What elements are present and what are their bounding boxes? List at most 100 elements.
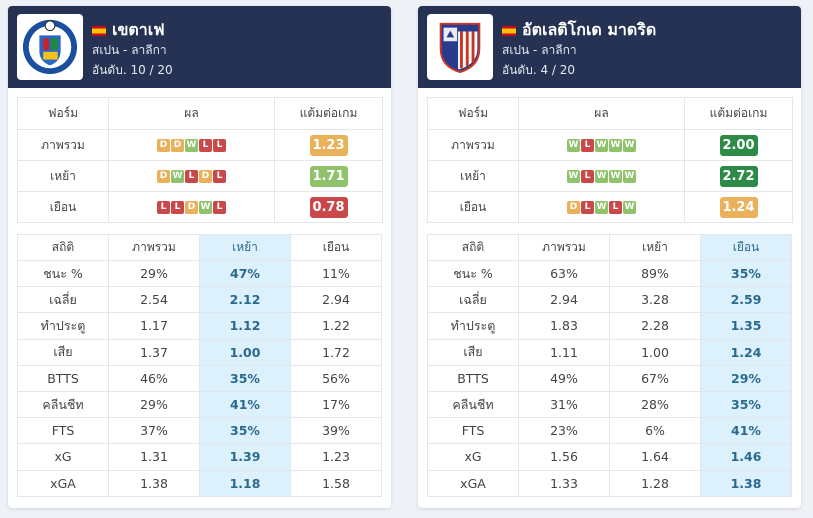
result-badge[interactable]: L	[199, 139, 212, 152]
result-header: ผล	[108, 97, 275, 130]
ppg-badge: 2.00	[719, 134, 758, 156]
result-badge[interactable]: L	[581, 139, 594, 152]
result-badge[interactable]: W	[567, 139, 580, 152]
stats-header: เยือน	[700, 234, 792, 261]
result-badge[interactable]: W	[595, 201, 608, 214]
stats-value: 2.59	[700, 286, 792, 314]
country-league[interactable]: สเปน - ลาลีกา	[92, 43, 167, 57]
stats-row: เสีย 1.11 1.00 1.24	[427, 338, 792, 366]
form-row: เหย้า D W L D L 1.71	[17, 160, 383, 192]
result-badge[interactable]: W	[185, 139, 198, 152]
stats-label: คลีนชีท	[17, 390, 109, 419]
stats-value: 1.31	[108, 443, 200, 471]
stats-label: xG	[17, 443, 109, 471]
stats-value: 1.17	[108, 312, 200, 340]
result-badge[interactable]: L	[185, 170, 198, 183]
stats-value: 2.94	[290, 286, 382, 314]
stats-label: เสีย	[17, 338, 109, 366]
stats-label: เฉลี่ย	[427, 286, 519, 314]
stats-label: เสีย	[427, 338, 519, 366]
result-badge[interactable]: W	[623, 170, 636, 183]
result-badge[interactable]: L	[609, 201, 622, 214]
stats-value: 1.64	[609, 443, 701, 471]
stats-value: 29%	[108, 259, 200, 288]
team-rank: อันดับ. 4 / 20	[502, 63, 576, 77]
form-header: ฟอร์ม	[427, 97, 519, 130]
result-badge[interactable]: W	[609, 139, 622, 152]
stats-value: 31%	[518, 390, 610, 419]
form-row: เหย้า W L W W W 2.72	[427, 160, 793, 192]
stats-value: 1.37	[108, 338, 200, 366]
result-badge[interactable]: W	[623, 201, 636, 214]
result-badge[interactable]: W	[567, 170, 580, 183]
stats-value: 1.11	[518, 338, 610, 366]
team-card-atletico: อัตเลติโกเด มาดริด สเปน - ลาลีกา อันดับ.…	[418, 6, 801, 508]
result-badge[interactable]: D	[199, 170, 212, 183]
ppg-cell: 2.00	[684, 129, 793, 161]
form-row-label: ภาพรวม	[427, 129, 519, 161]
team-name-text: เขตาเฟ	[112, 20, 165, 39]
result-badge[interactable]: W	[199, 201, 212, 214]
form-row-label: เยือน	[17, 191, 109, 223]
result-badge[interactable]: L	[581, 201, 594, 214]
team-card-getafe: เขตาเฟ สเปน - ลาลีกา อันดับ. 10 / 20 ฟอร…	[8, 6, 391, 508]
stats-value: 1.18	[199, 469, 291, 497]
stats-value: 2.94	[518, 286, 610, 314]
result-badge[interactable]: L	[581, 170, 594, 183]
stats-value: 35%	[199, 417, 291, 445]
atletico-crest-icon[interactable]	[427, 14, 493, 80]
stats-label: FTS	[17, 417, 109, 445]
result-badge[interactable]: L	[213, 170, 226, 183]
stats-row: เฉลี่ย 2.94 3.28 2.59	[427, 286, 792, 314]
result-badge[interactable]: W	[595, 139, 608, 152]
ppg-cell: 0.78	[274, 191, 383, 223]
stats-value: 2.12	[199, 286, 291, 314]
result-badge[interactable]: W	[609, 170, 622, 183]
stats-value: 67%	[609, 364, 701, 392]
stats-value: 1.12	[199, 312, 291, 340]
stats-value: 1.56	[518, 443, 610, 471]
stats-label: xGA	[427, 469, 519, 497]
stats-value: 37%	[108, 417, 200, 445]
result-badge[interactable]: D	[171, 139, 184, 152]
result-badge[interactable]: L	[213, 139, 226, 152]
stats-row: ทำประตู 1.17 1.12 1.22	[17, 312, 382, 340]
form-row-label: เหย้า	[427, 160, 519, 192]
stats-row: ทำประตู 1.83 2.28 1.35	[427, 312, 792, 340]
stats-header: เหย้า	[609, 234, 701, 261]
team-name[interactable]: เขตาเฟ	[92, 18, 165, 43]
stats-value: 46%	[108, 364, 200, 392]
result-badge[interactable]: D	[185, 201, 198, 214]
form-row: ภาพรวม D D W L L 1.23	[17, 129, 383, 161]
ppg-header: แต้มต่อเกม	[684, 97, 793, 130]
country-league[interactable]: สเปน - ลาลีกา	[502, 43, 577, 57]
stats-label: ชนะ %	[427, 259, 519, 288]
stats-row: xGA 1.33 1.28 1.38	[427, 469, 792, 497]
stats-label: FTS	[427, 417, 519, 445]
stats-label: BTTS	[427, 364, 519, 392]
result-badge[interactable]: L	[213, 201, 226, 214]
result-badge[interactable]: D	[567, 201, 580, 214]
stats-row: xG 1.56 1.64 1.46	[427, 443, 792, 471]
stats-value: 6%	[609, 417, 701, 445]
form-row: เยือน D L W L W 1.24	[427, 191, 793, 223]
result-badge[interactable]: D	[157, 139, 170, 152]
spain-flag-icon	[92, 25, 106, 36]
result-badge[interactable]: L	[171, 201, 184, 214]
result-badge[interactable]: W	[171, 170, 184, 183]
stats-header: สถิติ	[17, 234, 109, 261]
result-badge[interactable]: W	[595, 170, 608, 183]
form-header: ฟอร์ม	[17, 97, 109, 130]
result-badge[interactable]: L	[157, 201, 170, 214]
stats-label: BTTS	[17, 364, 109, 392]
result-badge[interactable]: W	[623, 139, 636, 152]
stats-value: 1.83	[518, 312, 610, 340]
team-name[interactable]: อัตเลติโกเด มาดริด	[502, 18, 656, 43]
getafe-crest-icon[interactable]	[17, 14, 83, 80]
result-badge[interactable]: D	[157, 170, 170, 183]
stats-row: คลีนชีท 29% 41% 17%	[17, 390, 382, 419]
